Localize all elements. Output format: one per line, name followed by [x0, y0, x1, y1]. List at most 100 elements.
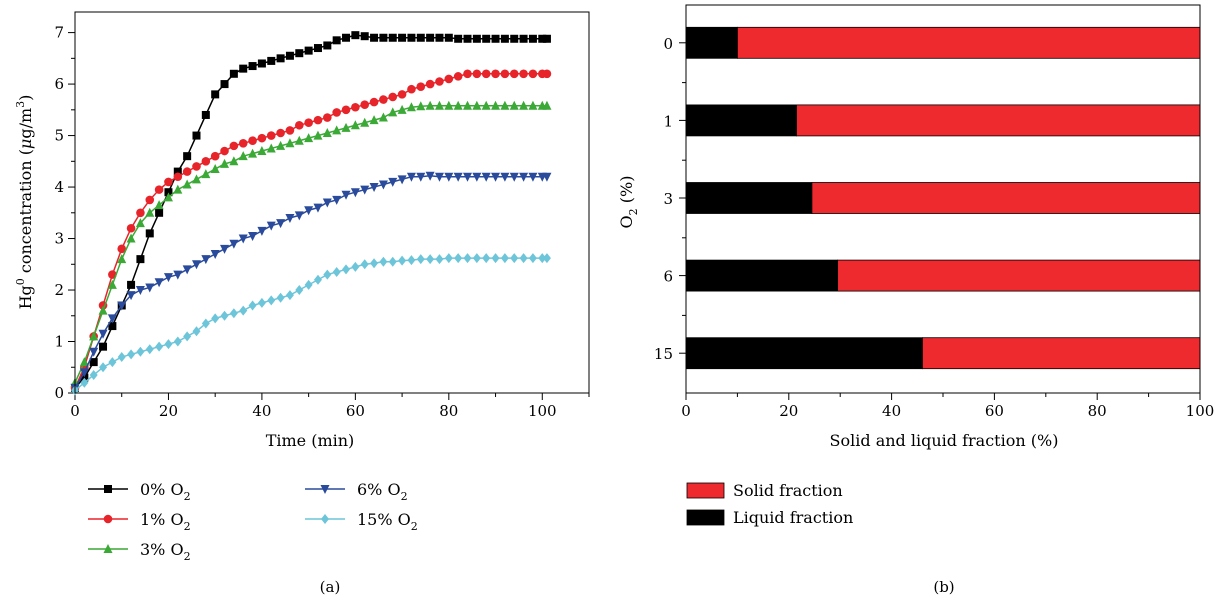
- data-point: [397, 175, 407, 185]
- data-point: [407, 33, 416, 42]
- data-point: [538, 253, 547, 264]
- y-tick-label: 7: [54, 24, 64, 42]
- data-point: [145, 283, 155, 293]
- data-point: [454, 253, 463, 264]
- data-point: [163, 192, 173, 202]
- data-point: [266, 131, 276, 140]
- data-point: [239, 64, 248, 73]
- data-point: [407, 255, 416, 266]
- series-line: [74, 257, 547, 392]
- data-point: [323, 113, 332, 122]
- panel-label-a: (a): [320, 578, 341, 596]
- data-point: [220, 146, 229, 156]
- data-point: [99, 342, 108, 351]
- data-point: [108, 322, 117, 331]
- data-point: [126, 223, 136, 233]
- data-point: [388, 177, 398, 187]
- data-point: [351, 261, 360, 272]
- data-point: [388, 256, 397, 267]
- data-point: [304, 279, 313, 290]
- data-point: [491, 253, 500, 264]
- category-label: 6: [663, 268, 673, 286]
- data-point: [276, 140, 286, 150]
- data-point: [332, 267, 341, 278]
- data-point: [528, 69, 538, 79]
- data-point: [135, 218, 145, 228]
- plot-frame: [74, 11, 590, 394]
- data-point: [304, 206, 314, 216]
- data-point: [304, 46, 313, 55]
- data-point: [500, 253, 509, 264]
- data-point: [192, 131, 201, 140]
- data-point: [79, 368, 89, 378]
- series-1: [70, 69, 552, 393]
- data-point: [248, 62, 257, 71]
- series-line: [74, 174, 547, 389]
- data-point: [173, 172, 183, 182]
- bar-liquid-fraction: [685, 182, 813, 214]
- data-point: [509, 69, 519, 79]
- data-point: [388, 107, 398, 117]
- data-point: [322, 198, 332, 208]
- data-point: [472, 100, 482, 110]
- data-point: [350, 188, 360, 198]
- data-point: [182, 167, 192, 176]
- data-point: [481, 69, 491, 79]
- data-point: [463, 34, 472, 43]
- data-point: [509, 100, 519, 110]
- data-point: [220, 80, 229, 89]
- data-point: [201, 318, 210, 329]
- data-point: [154, 200, 164, 210]
- data-point: [332, 195, 342, 205]
- data-point: [322, 127, 332, 137]
- data-point: [136, 346, 145, 357]
- data-point: [285, 213, 295, 223]
- data-point: [491, 172, 501, 182]
- data-point: [210, 151, 220, 161]
- data-point: [519, 34, 528, 43]
- data-point: [313, 44, 322, 53]
- data-point: [229, 308, 238, 319]
- data-point: [295, 285, 304, 296]
- data-point: [136, 255, 145, 264]
- series-line: [74, 104, 547, 384]
- y-tick-label: 4: [54, 178, 64, 196]
- data-point: [107, 314, 117, 324]
- y-tick-label: 1: [54, 333, 64, 351]
- data-point: [453, 172, 463, 182]
- data-point: [542, 69, 552, 79]
- data-point: [500, 34, 509, 43]
- data-point: [107, 279, 117, 289]
- data-point: [360, 259, 369, 270]
- data-point: [191, 174, 201, 184]
- legend-marker: [104, 485, 112, 493]
- data-point: [211, 313, 220, 324]
- x-tick-label: 80: [439, 402, 458, 420]
- data-point: [127, 280, 136, 289]
- data-point: [435, 33, 444, 42]
- data-point: [126, 291, 136, 301]
- data-point: [463, 100, 473, 110]
- bar-liquid-fraction: [685, 26, 738, 59]
- data-point: [126, 233, 136, 243]
- data-point: [379, 95, 388, 104]
- data-point: [453, 100, 463, 110]
- data-point: [229, 141, 239, 151]
- data-point: [482, 253, 491, 264]
- data-point: [89, 347, 99, 357]
- legend-label: 15% O2: [357, 510, 418, 533]
- legend: Solid fraction Liquid fraction: [686, 481, 853, 527]
- data-point: [463, 253, 472, 264]
- legend-label: 6% O2: [357, 480, 408, 503]
- y-tick-label: 0: [54, 384, 64, 402]
- data-point: [276, 128, 285, 138]
- legend-marker: [103, 544, 113, 553]
- line-chart-panel-a: 0 20 40 60 80 100 0 1 2 3 4 5 6 7 Time (min) Hg0 conc…: [14, 11, 590, 596]
- x-tick-label: 80: [1088, 402, 1107, 420]
- data-point: [500, 100, 510, 110]
- data-point: [248, 300, 257, 311]
- data-point: [463, 69, 472, 79]
- bar-solid-fraction: [922, 337, 1201, 370]
- x-tick-label: 100: [1186, 402, 1215, 420]
- data-point: [313, 203, 323, 213]
